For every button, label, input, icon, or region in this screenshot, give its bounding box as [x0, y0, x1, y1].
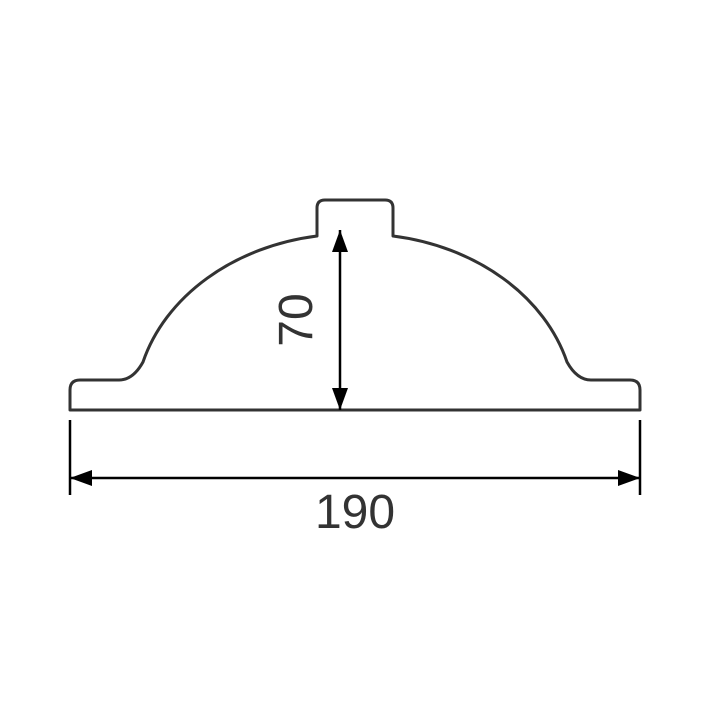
width-dim-label: 190: [315, 486, 395, 539]
width-arrow-right: [618, 470, 640, 486]
width-dimension: 190: [70, 420, 640, 539]
part-profile: [70, 200, 640, 410]
height-arrow-top: [332, 230, 348, 252]
height-arrow-bottom: [332, 388, 348, 410]
width-arrow-left: [70, 470, 92, 486]
height-dim-label: 70: [270, 293, 323, 346]
height-dimension: 70: [270, 230, 348, 410]
technical-drawing: 190 70: [0, 0, 725, 725]
